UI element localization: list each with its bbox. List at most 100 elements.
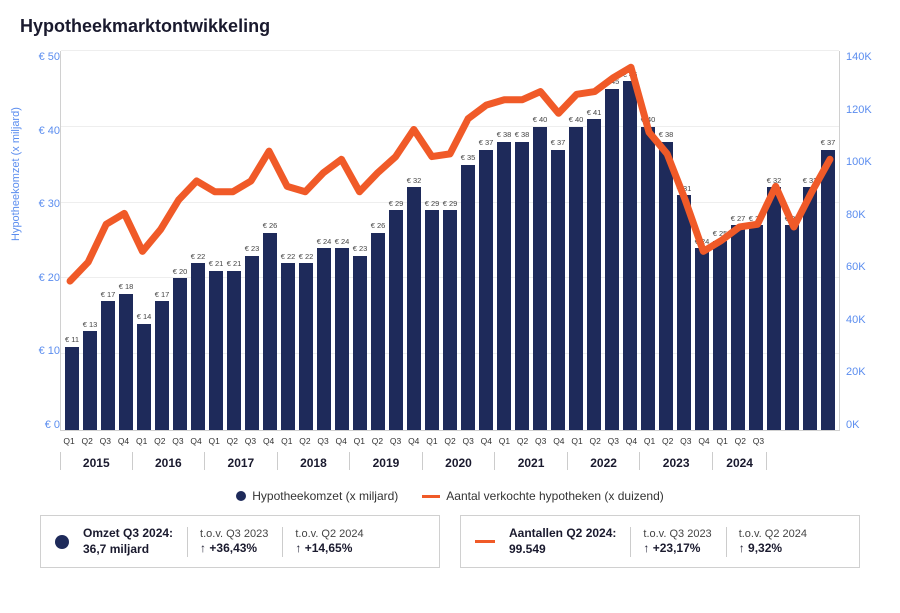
bar-value-label: € 21 [227, 260, 242, 268]
x-quarter-label: Q4 [114, 435, 132, 446]
bar-value-label: € 38 [515, 131, 530, 139]
x-quarter-label: Q3 [314, 435, 332, 446]
bar-series: € 11€ 13€ 17€ 18€ 14€ 17€ 20€ 22€ 21€ 21… [61, 51, 839, 430]
bar [497, 142, 511, 430]
bar-column: € 32 [405, 51, 423, 430]
y-left-axis: € 50€ 40€ 30€ 20€ 10€ 0 [20, 51, 60, 431]
x-year-label: 2015 [60, 452, 133, 470]
bar-value-label: € 11 [65, 336, 79, 344]
bar-column: € 32 [765, 51, 783, 430]
bar-value-label: € 21 [209, 260, 224, 268]
callout-sub-value: 9,32% [739, 541, 807, 557]
bar [335, 248, 349, 430]
x-year-label: 2023 [640, 452, 713, 470]
y-left-tick: € 40 [20, 125, 60, 137]
x-quarter-label: Q2 [441, 435, 459, 446]
callout-main: Aantallen Q2 2024:99.549 [509, 526, 616, 557]
plot-area: € 11€ 13€ 17€ 18€ 14€ 17€ 20€ 22€ 21€ 21… [60, 51, 840, 431]
bar-value-label: € 25 [713, 230, 728, 238]
x-year-label: 2022 [568, 452, 641, 470]
bar [317, 248, 331, 430]
legend-line-icon [422, 495, 440, 498]
bar-column: € 27 [783, 51, 801, 430]
callouts: Omzet Q3 2024:36,7 miljardt.o.v. Q3 2023… [20, 515, 880, 568]
bar [299, 263, 313, 430]
bar [515, 142, 529, 430]
bar-value-label: € 14 [137, 313, 152, 321]
bar-value-label: € 32 [767, 177, 782, 185]
bar [83, 331, 97, 430]
x-quarter-label: Q1 [495, 435, 513, 446]
x-quarter-label [786, 435, 804, 446]
bar [119, 294, 133, 430]
bar-column: € 17 [153, 51, 171, 430]
bar [245, 256, 259, 430]
x-year-label: 2018 [278, 452, 351, 470]
callout-sub: t.o.v. Q2 20249,32% [726, 527, 807, 557]
bar-column: € 37 [477, 51, 495, 430]
y-left-tick: € 0 [20, 419, 60, 431]
bar-column: € 38 [513, 51, 531, 430]
x-quarter-label: Q2 [659, 435, 677, 446]
legend-item-bars: Hypotheekomzet (x miljard) [236, 489, 398, 503]
x-axis: Q1Q2Q3Q4Q1Q2Q3Q4Q1Q2Q3Q4Q1Q2Q3Q4Q1Q2Q3Q4… [60, 431, 840, 481]
y-right-tick: 40K [846, 314, 880, 326]
bar-column: € 11 [63, 51, 81, 430]
bar-value-label: € 27 [731, 215, 746, 223]
x-quarter-label [822, 435, 840, 446]
bar-column: € 29 [387, 51, 405, 430]
bar-column: € 23 [351, 51, 369, 430]
bar-column: € 40 [531, 51, 549, 430]
x-quarter-label: Q4 [405, 435, 423, 446]
x-quarter-label: Q4 [622, 435, 640, 446]
bar-column: € 22 [297, 51, 315, 430]
x-year-label: 2016 [133, 452, 206, 470]
x-quarter-label [804, 435, 822, 446]
x-quarter-label: Q1 [133, 435, 151, 446]
callout-line2: 99.549 [509, 542, 616, 558]
bar [425, 210, 439, 430]
bar-value-label: € 22 [299, 253, 314, 261]
bar-column: € 21 [225, 51, 243, 430]
bar-value-label: € 29 [389, 200, 404, 208]
x-quarter-label: Q3 [169, 435, 187, 446]
x-quarter-label: Q1 [641, 435, 659, 446]
bar-value-label: € 27 [785, 215, 800, 223]
x-year-label: 2020 [423, 452, 496, 470]
x-quarter-label: Q3 [96, 435, 114, 446]
bar-value-label: € 23 [353, 245, 368, 253]
bar-value-label: € 29 [425, 200, 440, 208]
bar [407, 187, 421, 430]
bar-column: € 35 [459, 51, 477, 430]
bar-column: € 45 [603, 51, 621, 430]
y-left-axis-label: Hypotheekomzet (x miljard) [10, 107, 22, 241]
x-quarter-label: Q3 [459, 435, 477, 446]
bar [659, 142, 673, 430]
bar [371, 233, 385, 430]
bar-column: € 27 [747, 51, 765, 430]
x-quarter-label [767, 435, 785, 446]
bar [821, 150, 835, 430]
bar-value-label: € 17 [101, 291, 116, 299]
callout-box: Omzet Q3 2024:36,7 miljardt.o.v. Q3 2023… [40, 515, 440, 568]
bar-column: € 29 [423, 51, 441, 430]
bar-value-label: € 35 [461, 154, 476, 162]
page-title: Hypotheekmarktontwikkeling [20, 16, 880, 37]
bar-column: € 22 [279, 51, 297, 430]
bar-value-label: € 24 [335, 238, 350, 246]
y-left-tick: € 50 [20, 51, 60, 63]
bar-value-label: € 24 [695, 238, 710, 246]
x-quarter-label: Q1 [350, 435, 368, 446]
y-right-tick: 140K [846, 51, 880, 63]
x-quarter-label: Q4 [477, 435, 495, 446]
bar-column: € 37 [819, 51, 837, 430]
y-right-tick: 20K [846, 366, 880, 378]
bar [641, 127, 655, 430]
bar-column: € 31 [675, 51, 693, 430]
bar [587, 119, 601, 430]
bar-value-label: € 22 [281, 253, 296, 261]
bar-value-label: € 23 [245, 245, 260, 253]
legend-bar-label: Hypotheekomzet (x miljard) [252, 489, 398, 503]
x-quarter-label: Q3 [387, 435, 405, 446]
bar-column: € 20 [171, 51, 189, 430]
